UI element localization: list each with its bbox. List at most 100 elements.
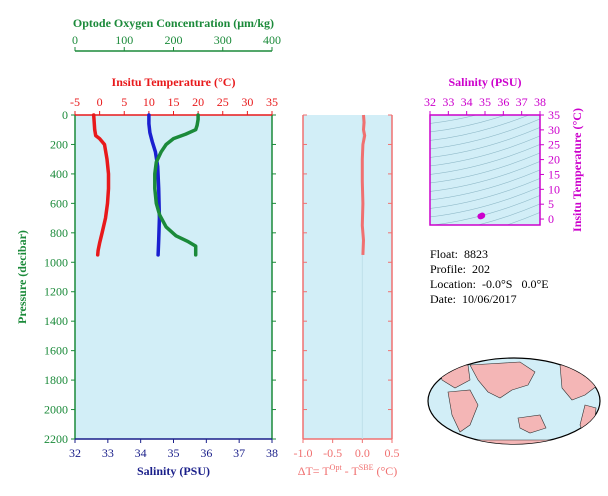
ts-salinity-axis-title: Salinity (PSU) xyxy=(448,75,521,89)
density-contour xyxy=(425,0,548,31)
salinity-tick-label: 35 xyxy=(168,446,180,460)
ts-temperature-tick-label: 25 xyxy=(548,138,560,152)
delta-axis-title-part: Opt xyxy=(330,463,343,472)
ts-salinity-tick-label: 36 xyxy=(497,95,509,109)
pressure-tick-label: 400 xyxy=(50,167,68,181)
delta-axis-title: ΔT= TOpt - TSBE (°C) xyxy=(298,463,398,478)
ts-plot-background xyxy=(430,115,540,225)
temperature-tick-label: 35 xyxy=(266,95,278,109)
density-contour xyxy=(430,178,540,209)
pressure-tick-label: 1200 xyxy=(44,285,68,299)
pressure-tick-label: 2000 xyxy=(44,403,68,417)
temperature-tick-label: -5 xyxy=(70,95,80,109)
ts-salinity-tick-label: 35 xyxy=(479,95,491,109)
ts-temperature-tick-label: 0 xyxy=(548,212,554,226)
float-row: Float: 8823 xyxy=(430,247,489,261)
oxygen-tick-label: 100 xyxy=(115,33,133,47)
ts-point xyxy=(477,213,484,220)
density-contour xyxy=(425,14,548,48)
oxygen-profile-line xyxy=(153,113,200,257)
ts-salinity-tick-label: 32 xyxy=(424,95,436,109)
plot-background xyxy=(75,115,272,439)
salinity-tick-label: 37 xyxy=(233,446,245,460)
density-contour xyxy=(430,135,540,167)
salinity-axis-title: Salinity (PSU) xyxy=(137,464,210,478)
density-contour xyxy=(430,152,540,184)
pressure-tick-label: 1600 xyxy=(44,344,68,358)
profile-chart: 0200400600800100012001400160018002000220… xyxy=(15,16,281,478)
ts-temperature-tick-label: 20 xyxy=(548,153,560,167)
pressure-tick-label: 1400 xyxy=(44,314,68,328)
world-map xyxy=(427,357,601,445)
oxygen-axis-title: Optode Oxygen Concentration (μm/kg) xyxy=(73,16,274,30)
ts-salinity-tick-label: 37 xyxy=(516,95,528,109)
temperature-profile-line xyxy=(91,113,111,257)
ts-temperature-tick-label: 10 xyxy=(548,182,560,196)
pressure-tick-label: 1000 xyxy=(44,255,68,269)
density-contour xyxy=(430,115,478,124)
africa-land xyxy=(447,389,479,433)
density-contour xyxy=(430,144,540,175)
delta-temperature-chart: -1.0 -0.5 0.0 0.5 ΔT= TOpt - TSBE (°C) xyxy=(294,114,400,478)
density-contour xyxy=(425,5,548,39)
date-row: Date: 10/06/2017 xyxy=(430,292,517,306)
pressure-tick-label: 0 xyxy=(62,108,68,122)
pressure-tick-label: 1800 xyxy=(44,373,68,387)
date-value: 10/06/2017 xyxy=(462,292,517,306)
oxygen-tick-label: 400 xyxy=(263,33,281,47)
density-contour xyxy=(425,31,548,65)
density-contours xyxy=(425,0,548,225)
delta-temperature-line xyxy=(360,114,367,255)
salinity-tick-label: 33 xyxy=(102,446,114,460)
ts-salinity-tick-label: 33 xyxy=(442,95,454,109)
ts-temperature-axis-title: Insitu Temperature (°C) xyxy=(570,108,584,232)
delta-tick-label: 0.0 xyxy=(355,446,370,460)
density-contour xyxy=(425,22,548,56)
temperature-tick-label: 30 xyxy=(241,95,253,109)
density-contour xyxy=(430,161,540,192)
pressure-tick-label: 800 xyxy=(50,226,68,240)
density-contour xyxy=(506,212,540,225)
delta-axis-title-part: - T xyxy=(342,464,360,478)
asia-land xyxy=(469,361,536,399)
float-id: 8823 xyxy=(464,247,489,261)
pressure-axis-title: Pressure (decibar) xyxy=(15,230,29,324)
salinity-tick-label: 34 xyxy=(135,446,147,460)
pressure-tick-label: 2200 xyxy=(44,432,68,446)
delta-axis-title-part: SBE xyxy=(359,463,374,472)
delta-tick-label: -0.5 xyxy=(323,446,342,460)
delta-tick-label: -1.0 xyxy=(294,446,313,460)
density-contour xyxy=(476,203,540,225)
oxygen-tick-label: 200 xyxy=(165,33,183,47)
density-contour xyxy=(430,115,530,141)
density-contour xyxy=(430,115,507,133)
density-contour xyxy=(430,127,540,158)
delta-plot-background xyxy=(303,115,392,439)
oxygen-tick-label: 0 xyxy=(72,33,78,47)
ts-salinity-tick-label: 38 xyxy=(534,95,546,109)
location-row: Location: -0.0°S 0.0°E xyxy=(430,277,549,291)
antarctica-land xyxy=(429,439,600,444)
density-contour xyxy=(430,169,540,201)
delta-tick-label: 0.5 xyxy=(385,446,400,460)
ts-temperature-tick-label: 5 xyxy=(548,197,554,211)
location-value: -0.0°S 0.0°E xyxy=(481,277,549,291)
ts-temperature-tick-label: 15 xyxy=(548,167,560,181)
ts-diagram: 32 33 34 35 36 37 38 Salinity (PSU) 051015202530… xyxy=(424,0,584,232)
salinity-tick-label: 36 xyxy=(200,446,212,460)
density-contour xyxy=(430,186,540,218)
ts-temperature-tick-label: 35 xyxy=(548,108,560,122)
pressure-tick-label: 200 xyxy=(50,137,68,151)
temperature-tick-label: 0 xyxy=(97,95,103,109)
temperature-tick-label: 5 xyxy=(121,95,127,109)
pressure-tick-label: 600 xyxy=(50,196,68,210)
ts-salinity-tick-label: 34 xyxy=(461,95,473,109)
temperature-tick-label: 15 xyxy=(168,95,180,109)
oxygen-tick-label: 300 xyxy=(214,33,232,47)
salinity-tick-label: 38 xyxy=(266,446,278,460)
australia-land xyxy=(517,414,547,434)
temperature-tick-label: 10 xyxy=(143,95,155,109)
temperature-axis-title: Insitu Temperature (°C) xyxy=(112,75,236,89)
profile-number: 202 xyxy=(472,262,490,276)
